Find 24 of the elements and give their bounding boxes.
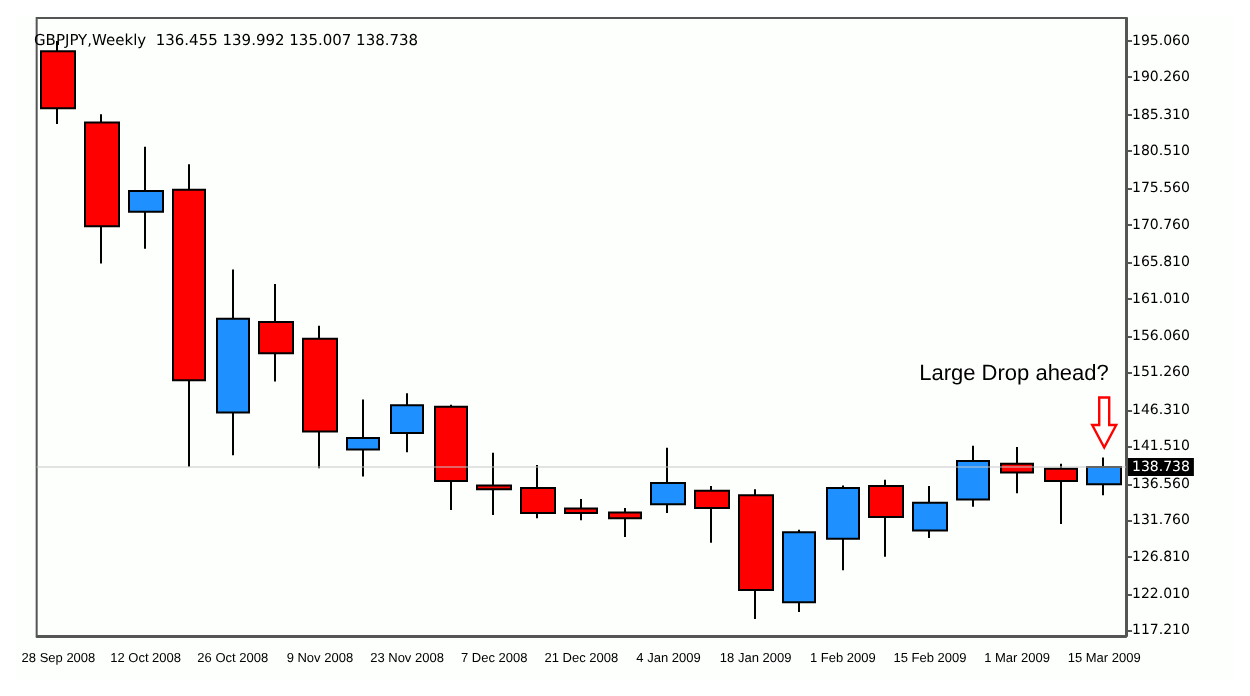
candlestick <box>258 283 294 383</box>
candlestick <box>826 484 860 572</box>
candlestick <box>956 444 990 508</box>
candlestick <box>912 485 948 540</box>
candlestick <box>868 478 904 558</box>
annotation: Large Drop ahead? <box>919 361 1109 386</box>
candlestick <box>650 446 686 515</box>
candlestick <box>1086 456 1122 497</box>
candlestick <box>476 451 512 516</box>
candlestick <box>302 324 338 470</box>
candlestick <box>694 485 730 544</box>
candlestick <box>172 163 206 468</box>
candlestick <box>84 113 120 265</box>
candlestick <box>520 463 556 520</box>
candlestick <box>738 488 774 620</box>
candlestick <box>1044 462 1078 525</box>
candlestick <box>346 398 380 478</box>
candlestick <box>564 498 598 522</box>
candlestick <box>128 145 164 250</box>
candlestick <box>216 268 250 457</box>
candlestick <box>390 392 424 454</box>
candlestick <box>782 528 816 613</box>
candlestick <box>434 403 468 511</box>
candlestick <box>608 507 642 538</box>
